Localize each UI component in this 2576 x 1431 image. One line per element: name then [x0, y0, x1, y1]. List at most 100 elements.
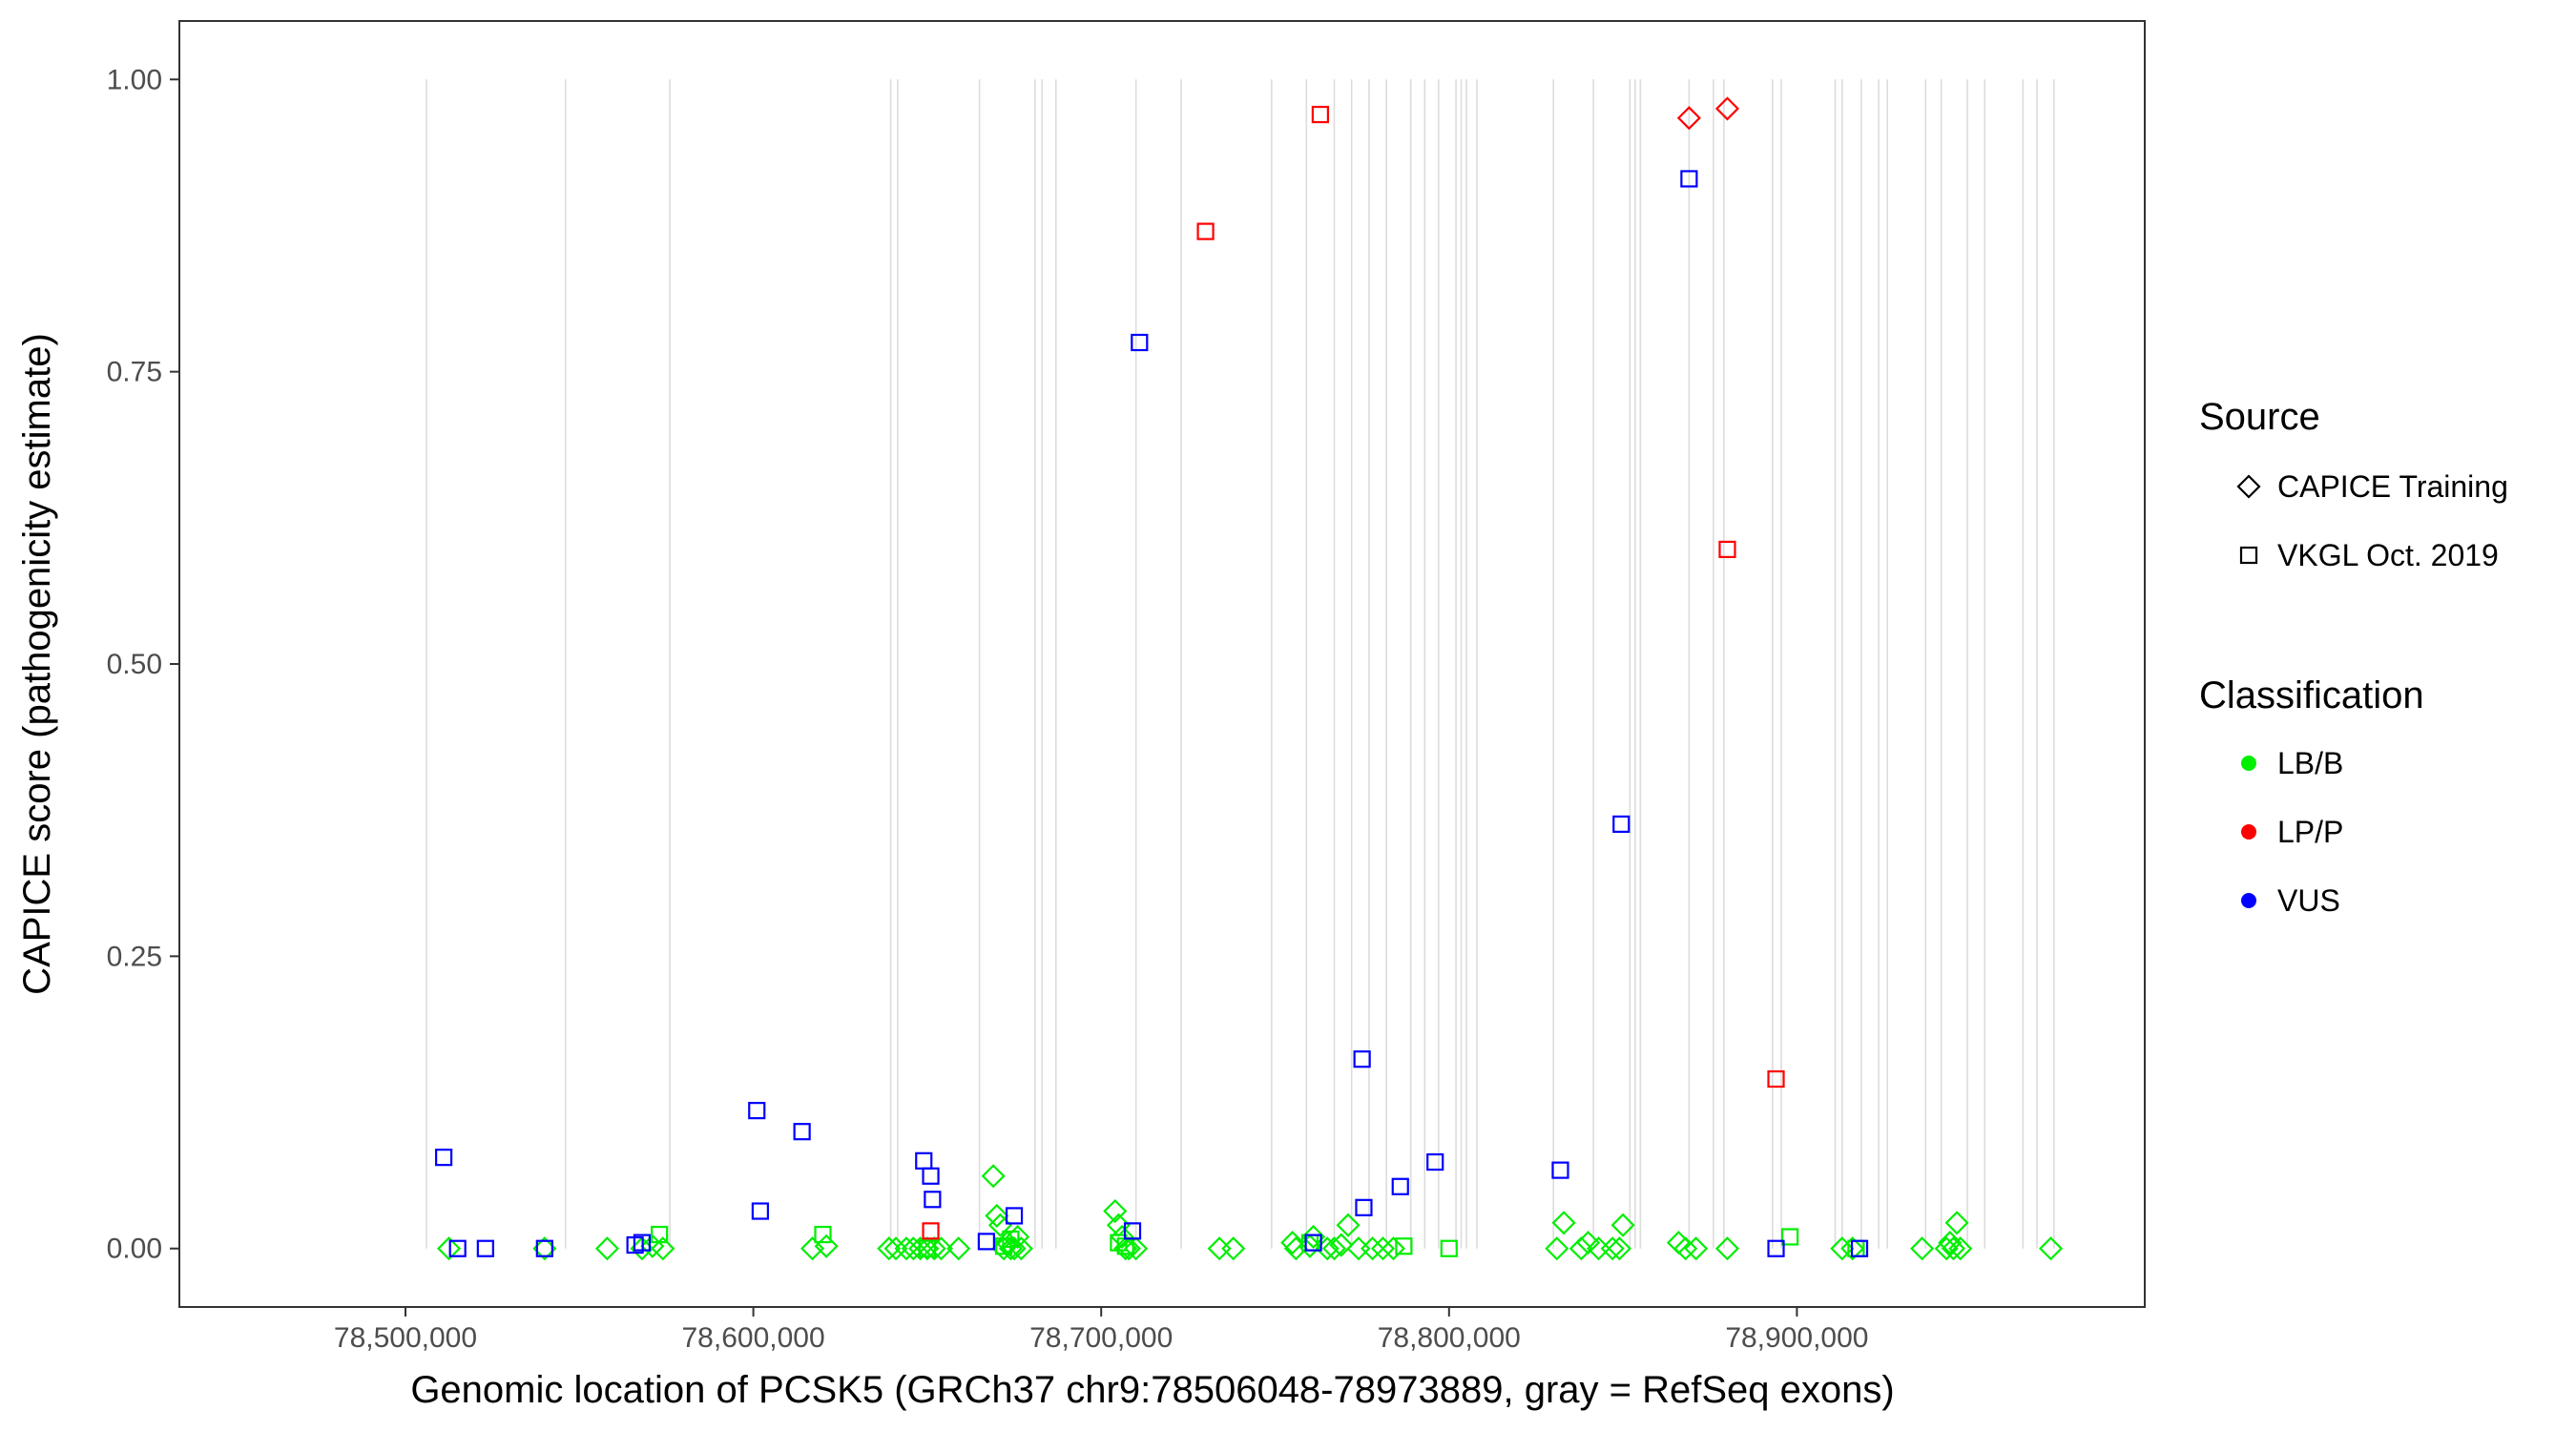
data-point	[434, 1149, 453, 1167]
data-point	[1336, 1213, 1361, 1237]
legend-key-dot	[2241, 756, 2256, 771]
legend-source-label: CAPICE Training	[2277, 469, 2508, 504]
x-axis: 78,500,000 78,600,000 78,700,000 78,800,000…	[334, 1307, 1868, 1354]
data-point	[1576, 1231, 1601, 1255]
data-points	[434, 96, 2064, 1261]
data-point	[1124, 1236, 1149, 1261]
data-point	[1600, 1236, 1625, 1261]
y-tick-label: 1.00	[107, 64, 162, 95]
legend-class-label: VUS	[2277, 883, 2340, 918]
data-point	[1008, 1236, 1033, 1261]
y-tick-label: 0.75	[107, 357, 162, 388]
data-point	[1910, 1236, 1935, 1261]
data-point	[651, 1236, 675, 1261]
data-point	[883, 1236, 908, 1261]
data-point	[1714, 96, 1740, 121]
data-point	[1680, 170, 1698, 188]
data-point	[1941, 1236, 1966, 1261]
data-point	[1361, 1236, 1385, 1261]
data-point	[1718, 540, 1736, 559]
data-point	[1116, 1236, 1141, 1261]
data-point	[800, 1236, 825, 1261]
data-point	[981, 1164, 1006, 1189]
legend: Source CAPICE Training VKGL Oct. 2019 Cla…	[2199, 396, 2508, 918]
data-point	[915, 1151, 933, 1170]
data-point	[1196, 222, 1215, 240]
x-tick-label: 78,600,000	[682, 1322, 825, 1354]
data-point	[922, 1236, 946, 1261]
data-point	[1551, 1161, 1569, 1179]
data-point	[1440, 1239, 1458, 1257]
data-point	[1684, 1236, 1709, 1261]
data-point	[918, 1239, 936, 1257]
data-point	[1329, 1233, 1354, 1257]
data-point	[1840, 1236, 1865, 1261]
legend-key-dot	[2241, 824, 2256, 840]
data-point	[1002, 1230, 1020, 1249]
data-point	[633, 1234, 652, 1252]
data-point	[1781, 1228, 1799, 1246]
data-point	[1610, 1213, 1635, 1237]
data-point	[1948, 1236, 1973, 1261]
x-tick-label: 78,500,000	[334, 1322, 477, 1354]
data-point	[1391, 1177, 1409, 1195]
data-point	[1673, 1236, 1698, 1261]
data-point	[1714, 1236, 1740, 1261]
data-point	[476, 1239, 494, 1257]
data-point	[1301, 1224, 1326, 1250]
data-point	[922, 1222, 940, 1240]
data-point	[1850, 1239, 1869, 1257]
data-point	[1353, 1050, 1371, 1068]
data-point	[594, 1236, 620, 1261]
data-point	[1207, 1236, 1232, 1261]
data-point	[2039, 1236, 2064, 1261]
legend-class-label: LP/P	[2277, 815, 2343, 849]
data-point	[1612, 815, 1631, 833]
x-axis-title: Genomic location of PCSK5 (GRCh37 chr9:7…	[410, 1369, 1894, 1411]
y-tick-label: 0.25	[107, 941, 162, 972]
data-point	[1395, 1237, 1413, 1255]
data-point	[748, 1102, 766, 1120]
x-tick-label: 78,900,000	[1725, 1322, 1868, 1354]
x-tick-label: 78,700,000	[1029, 1322, 1173, 1354]
y-axis: 0.00 0.25 0.50 0.75 1.00	[107, 64, 179, 1265]
legend-class-label: LB/B	[2277, 746, 2343, 780]
series-diamond-lbb	[437, 1164, 2064, 1261]
plot-panel-border	[178, 20, 2146, 1308]
data-point	[1321, 1236, 1347, 1261]
data-point	[651, 1225, 669, 1244]
data-point	[1110, 1224, 1134, 1250]
data-point	[922, 1167, 940, 1185]
data-point	[877, 1236, 902, 1261]
data-point	[793, 1123, 811, 1141]
y-tick-label: 0.50	[107, 649, 162, 680]
data-point	[1568, 1236, 1593, 1261]
data-point	[1767, 1239, 1785, 1257]
data-point	[1355, 1198, 1373, 1216]
data-point	[1304, 1234, 1322, 1252]
legend-classification-title: Classification	[2199, 674, 2424, 716]
data-point	[1426, 1152, 1444, 1172]
data-point	[1607, 1236, 1632, 1261]
series-square-vus	[434, 170, 1869, 1257]
data-point	[1370, 1236, 1396, 1261]
data-point	[985, 1203, 1009, 1228]
legend-key-square	[2239, 546, 2258, 565]
legend-source-label: VKGL Oct. 2019	[2277, 538, 2499, 572]
y-tick-label: 0.00	[107, 1234, 162, 1265]
legend-key-dot	[2241, 893, 2256, 908]
data-point	[946, 1236, 971, 1261]
x-tick-label: 78,800,000	[1378, 1322, 1521, 1354]
legend-key-diamond	[2236, 474, 2261, 499]
series-square-lpp	[922, 105, 1785, 1240]
series-diamond-lpp	[1676, 96, 1740, 131]
data-point	[924, 1191, 942, 1209]
data-point	[1221, 1236, 1246, 1261]
data-point	[1545, 1236, 1569, 1261]
y-axis-title: CAPICE score (pathogenicity estimate)	[16, 333, 58, 995]
data-point	[535, 1239, 553, 1257]
data-point	[1767, 1069, 1785, 1089]
data-point	[1280, 1231, 1305, 1255]
data-point	[1938, 1231, 1963, 1255]
